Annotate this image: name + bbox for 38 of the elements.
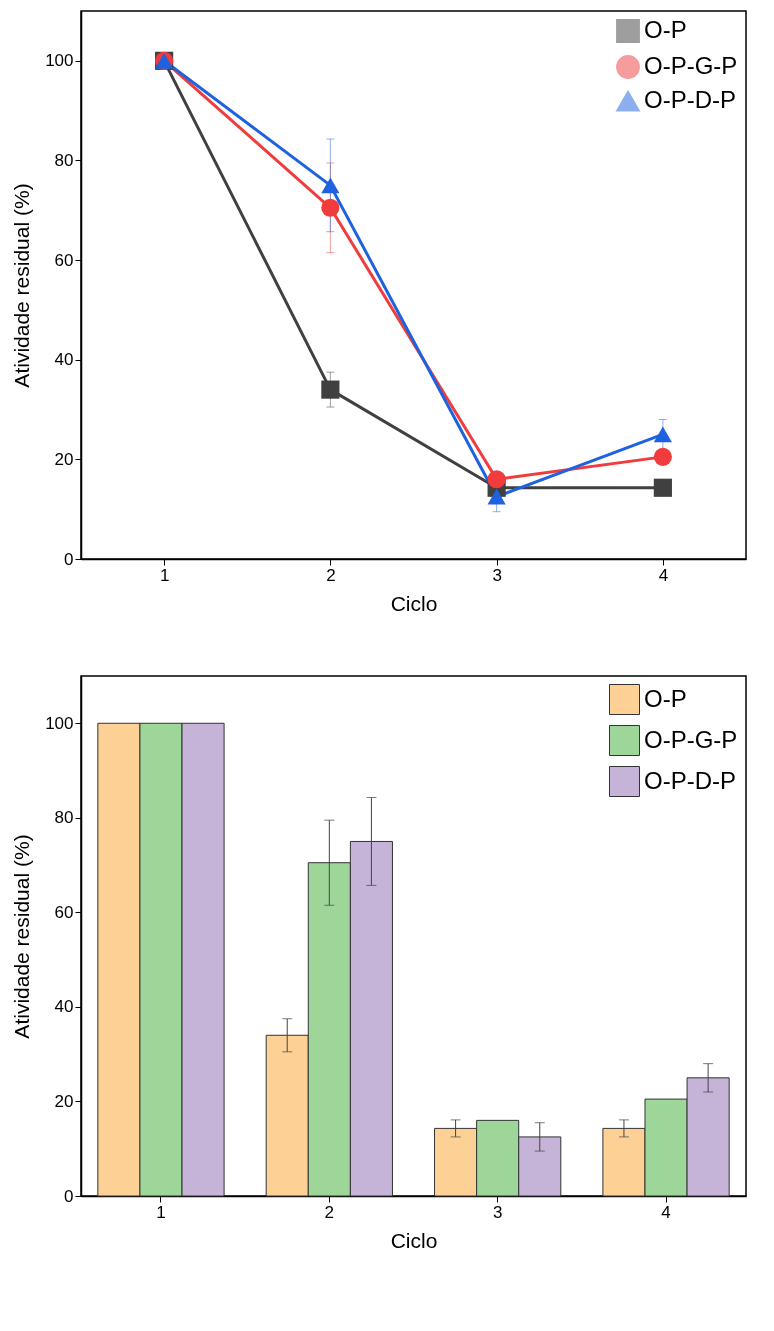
y-tick-label: 100 — [45, 51, 74, 71]
legend-label: O-P — [644, 16, 687, 43]
x-tick-label: 4 — [658, 565, 669, 585]
y-tick-label: 20 — [54, 1091, 74, 1111]
x-tick-label: 3 — [492, 565, 502, 585]
point — [653, 426, 672, 443]
x-tick-label: 3 — [492, 1202, 503, 1222]
y-tick-label: 80 — [54, 808, 74, 828]
x-tick-label: 2 — [324, 1202, 335, 1222]
y-tick-label: 60 — [54, 250, 74, 270]
y-tick-label: 80 — [54, 150, 74, 170]
legend-label: O-P-D-P — [644, 766, 736, 794]
legend-label: O-P-D-P — [644, 86, 736, 113]
y-tick-label: 0 — [64, 549, 74, 569]
x-tick-label: 1 — [156, 1202, 166, 1222]
x-tick-label: 4 — [661, 1202, 671, 1222]
y-axis-title: Atividade residual (%) — [10, 834, 34, 1039]
legend-label: O-P-G-P — [644, 725, 738, 753]
point — [487, 488, 506, 505]
y-tick-label: 0 — [64, 1186, 74, 1206]
y-tick-label: 60 — [54, 902, 74, 922]
x-tick-label: 2 — [326, 565, 336, 585]
y-tick-label: 40 — [54, 350, 74, 370]
y-axis-title: Atividade residual (%) — [10, 183, 34, 388]
point — [321, 198, 340, 217]
point — [653, 447, 672, 466]
y-tick-label: 100 — [45, 713, 74, 733]
point — [487, 470, 506, 489]
y-tick-label: 20 — [54, 449, 74, 469]
y-tick-label: 40 — [54, 997, 74, 1017]
x-tick-label: 1 — [159, 565, 170, 585]
point — [653, 478, 672, 497]
point — [321, 177, 340, 194]
point — [321, 380, 340, 399]
x-axis-title: Ciclo — [390, 1228, 438, 1252]
legend-label: O-P — [644, 684, 687, 712]
legend-label: O-P-G-P — [644, 52, 738, 79]
x-axis-title: Ciclo — [390, 591, 438, 615]
